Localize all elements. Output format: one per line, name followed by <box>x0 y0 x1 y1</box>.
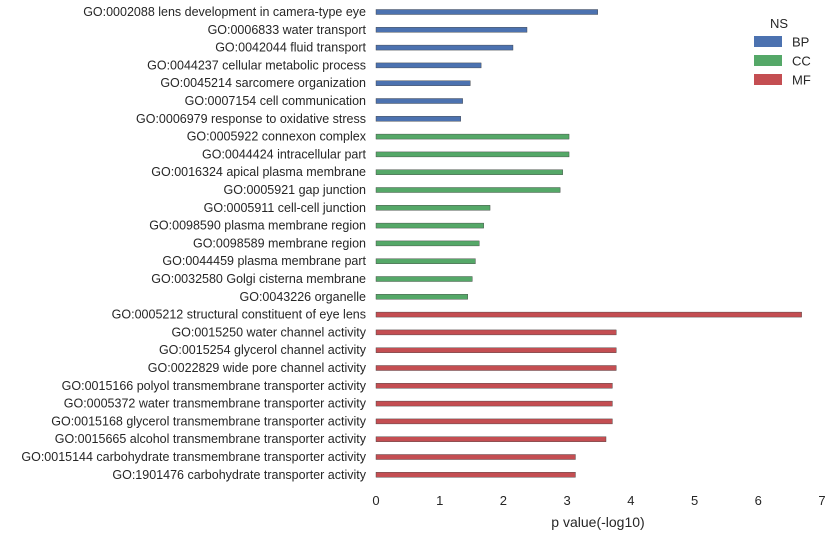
bar-mf <box>375 454 576 460</box>
y-tick-label: GO:0045214 sarcomere organization <box>160 76 366 90</box>
bar-mf <box>375 311 802 318</box>
bar-cc <box>375 205 491 211</box>
x-axis-label: p value(-log10) <box>551 514 644 530</box>
bar-cc <box>375 187 561 193</box>
bar-bp <box>375 80 471 86</box>
legend-title: NS <box>770 16 788 31</box>
y-tick-label: GO:1901476 carbohydrate transporter acti… <box>112 468 366 482</box>
y-tick-label: GO:0016324 apical plasma membrane <box>151 165 366 179</box>
bar-cc <box>375 258 476 264</box>
bar-mf <box>375 365 617 371</box>
y-tick-label: GO:0015254 glycerol channel activity <box>159 343 367 357</box>
x-tick-labels: 0 1 2 3 4 5 6 7 <box>372 493 825 508</box>
bar-mf <box>375 400 613 407</box>
bar-mf <box>375 329 617 336</box>
legend-label-mf: MF <box>792 73 811 88</box>
bar-cc <box>375 222 484 229</box>
y-tick-label: GO:0005911 cell-cell junction <box>204 201 366 215</box>
y-tick-label: GO:0098590 plasma membrane region <box>149 219 366 233</box>
bar-mf <box>375 436 607 442</box>
legend: NS BP CC MF <box>754 16 811 88</box>
bar-mf <box>375 347 617 353</box>
x-tick-label: 2 <box>500 493 507 508</box>
y-tick-label: GO:0005922 connexon complex <box>187 130 367 144</box>
bar-bp <box>375 27 528 33</box>
y-tick-label: GO:0006979 response to oxidative stress <box>136 112 366 126</box>
bar-cc <box>375 169 563 175</box>
y-tick-label: GO:0015168 glycerol transmembrane transp… <box>51 414 366 428</box>
y-tick-label: GO:0005212 structural constituent of eye… <box>112 308 366 322</box>
y-tick-label: GO:0042044 fluid transport <box>215 41 366 55</box>
bar-bp <box>375 98 463 104</box>
y-tick-label: GO:0098589 membrane region <box>193 236 366 250</box>
y-tick-label: GO:0032580 Golgi cisterna membrane <box>151 272 366 286</box>
legend-swatch-cc <box>754 55 782 66</box>
x-tick-label: 6 <box>755 493 762 508</box>
y-tick-label: GO:0015665 alcohol transmembrane transpo… <box>55 432 367 446</box>
bar-cc <box>375 151 570 158</box>
bar-bp <box>375 9 598 15</box>
bar-bp <box>375 44 514 51</box>
legend-swatch-bp <box>754 36 782 47</box>
y-tick-label: GO:0044424 intracellular part <box>202 147 367 161</box>
y-tick-label: GO:0005921 gap junction <box>224 183 367 197</box>
y-tick-label: GO:0015166 polyol transmembrane transpor… <box>62 379 367 393</box>
y-tick-label: GO:0015144 carbohydrate transmembrane tr… <box>21 450 366 464</box>
y-tick-label: GO:0006833 water transport <box>208 23 367 37</box>
y-tick-label: GO:0015250 water channel activity <box>171 325 366 339</box>
y-tick-label: GO:0044237 cellular metabolic process <box>147 58 366 72</box>
x-tick-label: 3 <box>564 493 571 508</box>
x-tick-label: 7 <box>818 493 825 508</box>
bar-bp <box>375 116 461 122</box>
y-tick-label: GO:0043226 organelle <box>240 290 367 304</box>
legend-label-cc: CC <box>792 54 811 69</box>
bars-layer <box>375 9 802 478</box>
x-tick-label: 5 <box>691 493 698 508</box>
y-tick-labels: GO:0002088 lens development in camera-ty… <box>21 5 366 482</box>
x-tick-label: 1 <box>436 493 443 508</box>
legend-label-bp: BP <box>792 35 809 50</box>
y-tick-label: GO:0007154 cell communication <box>185 94 366 108</box>
y-tick-label: GO:0002088 lens development in camera-ty… <box>83 5 366 19</box>
y-tick-label: GO:0005372 water transmembrane transport… <box>64 397 367 411</box>
bar-mf <box>375 472 576 478</box>
bar-cc <box>375 294 468 300</box>
bar-mf <box>375 418 613 425</box>
x-tick-label: 0 <box>372 493 379 508</box>
legend-swatch-mf <box>754 74 782 85</box>
bar-cc <box>375 133 570 140</box>
bar-cc <box>375 240 480 247</box>
y-tick-label: GO:0044459 plasma membrane part <box>162 254 366 268</box>
y-tick-label: GO:0022829 wide pore channel activity <box>148 361 367 375</box>
bar-bp <box>375 62 482 69</box>
bar-mf <box>375 383 613 389</box>
x-tick-label: 4 <box>627 493 634 508</box>
bar-cc <box>375 276 473 282</box>
